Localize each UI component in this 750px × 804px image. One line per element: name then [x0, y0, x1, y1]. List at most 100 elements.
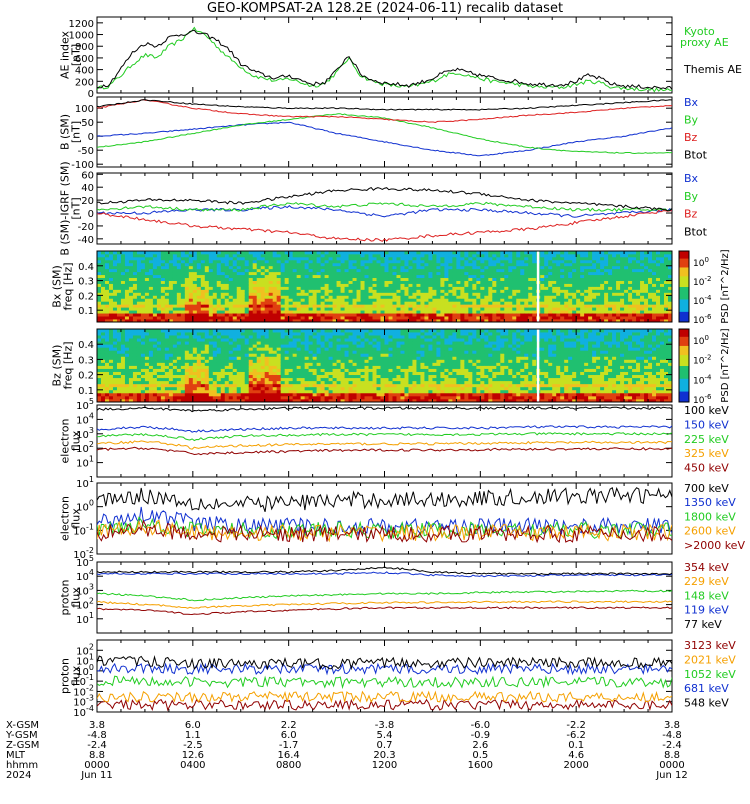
panel-3-cell: [381, 310, 385, 313]
panel-3-cell: [460, 310, 464, 313]
panel-3-cell: [428, 301, 432, 304]
panel-3-cell: [528, 260, 532, 263]
panel-3-cell: [241, 287, 245, 290]
panel-3-cell: [377, 275, 381, 278]
panel-3-cell: [516, 313, 520, 316]
panel-3-cell: [528, 263, 532, 266]
panel-3-cell: [309, 289, 313, 292]
panel-3-cell: [325, 281, 329, 284]
panel-3-cell: [640, 284, 644, 287]
panel-3-cell: [113, 295, 117, 298]
panel-3-cell: [612, 289, 616, 292]
panel-3-cell: [301, 304, 305, 307]
panel-3-cell: [512, 316, 516, 319]
panel-4-cell: [161, 387, 165, 390]
panel-3-cell: [608, 301, 612, 304]
panel-3-cell: [361, 263, 365, 266]
panel-4-cell: [209, 329, 213, 332]
panel-4-cell: [193, 381, 197, 384]
panel-3-cell: [468, 278, 472, 281]
panel-3-cell: [317, 295, 321, 298]
panel-4-cell: [173, 369, 177, 372]
panel-3-cell: [468, 263, 472, 266]
panel-3-cell: [652, 313, 656, 316]
panel-4-cell: [201, 372, 205, 375]
panel-4-cell: [137, 341, 141, 344]
panel-3-cell: [492, 272, 496, 275]
panel-3-cell: [153, 289, 157, 292]
panel-4-cell: [177, 366, 181, 369]
panel-3-cell: [365, 266, 369, 269]
panel-4-cell: [185, 366, 189, 369]
panel-3-cell: [404, 307, 408, 310]
panel-3-cell: [245, 298, 249, 301]
panel-3-cell: [141, 266, 145, 269]
panel-3-cell: [500, 257, 504, 260]
panel-3-cell: [257, 307, 261, 310]
panel-3-cell: [141, 298, 145, 301]
panel-3-cell: [652, 278, 656, 281]
panel-3-cell: [321, 263, 325, 266]
panel-3-cell: [436, 310, 440, 313]
panel-3-cell: [297, 298, 301, 301]
panel-3-cell: [484, 284, 488, 287]
panel-3-cell: [456, 316, 460, 319]
panel-3-cell: [396, 304, 400, 307]
panel-4-cell: [121, 384, 125, 387]
panel-2-ytick-label: 20: [81, 196, 94, 207]
panel-3-cell: [317, 289, 321, 292]
panel-3-cell: [137, 316, 141, 319]
panel-3-cell: [616, 257, 620, 260]
panel-0-legend-1: Themis AE: [683, 63, 742, 76]
panel-3-cell: [508, 266, 512, 269]
panel-3-cell: [516, 295, 520, 298]
panel-4-cell: [209, 378, 213, 381]
panel-3-cell: [660, 289, 664, 292]
panel-3-cell: [117, 313, 121, 316]
panel-3-cell: [341, 298, 345, 301]
panel-4-cell: [177, 369, 181, 372]
panel-4-cell: [169, 369, 173, 372]
panel-4-cell: [185, 350, 189, 353]
panel-3-cell: [225, 251, 229, 254]
panel-3-cell: [528, 266, 532, 269]
panel-3-cell: [245, 281, 249, 284]
panel-3-cell: [520, 266, 524, 269]
panel-3-cell: [388, 260, 392, 263]
panel-3-cell: [349, 307, 353, 310]
panel-3-cell: [129, 284, 133, 287]
panel-3-cell: [385, 301, 389, 304]
panel-3-cell: [341, 251, 345, 254]
panel-3-cell: [365, 307, 369, 310]
panel-3-cell: [592, 295, 596, 298]
panel-3-cell: [496, 295, 500, 298]
panel-3-cell: [253, 316, 257, 319]
panel-3-cell: [357, 275, 361, 278]
panel-3-cell: [544, 289, 548, 292]
panel-4-cell: [177, 329, 181, 332]
panel-3-cell: [349, 287, 353, 290]
panel-3-cell: [652, 260, 656, 263]
panel-3-cell: [213, 263, 217, 266]
panel-3-cell: [217, 304, 221, 307]
panel-3-cell: [420, 257, 424, 260]
panel-4-cell: [133, 347, 137, 350]
panel-3-cell: [580, 316, 584, 319]
panel-3-cell: [373, 269, 377, 272]
panel-3-cell: [416, 284, 420, 287]
panel-3-cell: [257, 287, 261, 290]
panel-4-cell: [213, 366, 217, 369]
panel-3-cell: [492, 278, 496, 281]
panel-3-cell: [412, 266, 416, 269]
panel-3-cell: [400, 313, 404, 316]
panel-4-cell: [217, 350, 221, 353]
panel-3-cell: [369, 260, 373, 263]
panel-3-cell: [289, 316, 293, 319]
panel-3-cell: [173, 284, 177, 287]
panel-3-cell: [241, 272, 245, 275]
panel-3-cell: [137, 260, 141, 263]
panel-3-cell: [369, 307, 373, 310]
panel-3-cell: [137, 251, 141, 254]
panel-3-cell: [644, 292, 648, 295]
panel-3-cell: [612, 307, 616, 310]
